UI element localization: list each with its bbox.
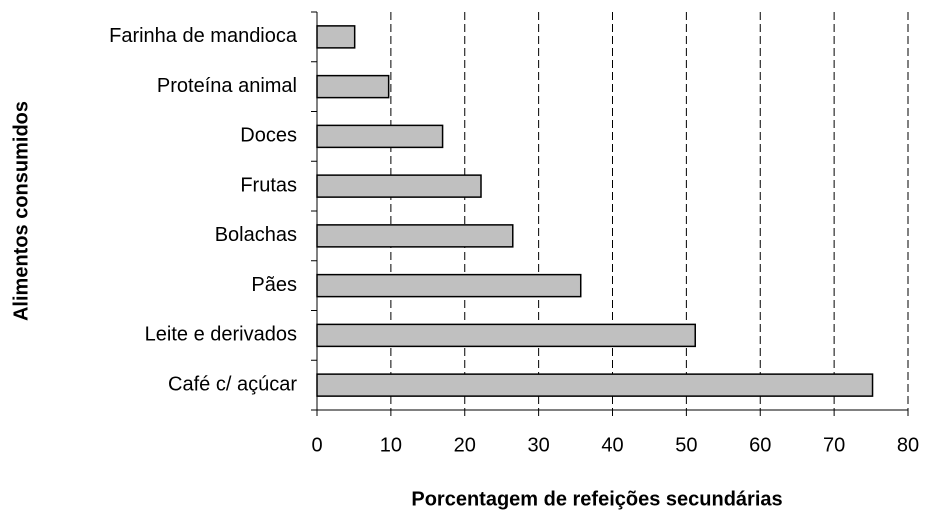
x-tick-label: 50 (675, 434, 697, 456)
bar (316, 74, 390, 99)
bar (316, 224, 514, 248)
bar (316, 373, 874, 397)
bar (316, 273, 582, 298)
x-tick-label: 40 (601, 434, 623, 456)
x-tick-label: 30 (528, 434, 550, 456)
bar (316, 124, 444, 149)
bar (316, 174, 482, 198)
y-tick-label: Café c/ açúcar (168, 373, 297, 395)
y-tick-label: Frutas (240, 174, 297, 196)
y-tick-label: Farinha de mandioca (109, 25, 298, 47)
x-tick-label: 20 (454, 434, 476, 456)
bar (316, 25, 356, 49)
y-tick-label: Bolachas (215, 224, 297, 246)
x-axis-title: Porcentagem de refeições secundárias (411, 488, 782, 510)
x-tick-label: 80 (897, 434, 919, 456)
y-tick-label: Leite e derivados (145, 324, 297, 346)
x-tick-label: 70 (823, 434, 845, 456)
y-tick-label: Doces (240, 125, 297, 147)
y-axis-title: Alimentos consumidos (10, 101, 32, 321)
x-tick-label: 0 (311, 434, 322, 456)
x-tick-label: 60 (749, 434, 771, 456)
y-tick-label: Proteína animal (157, 75, 297, 97)
y-tick-label: Pães (251, 274, 297, 296)
bar (316, 323, 696, 348)
x-tick-label: 10 (380, 434, 402, 456)
